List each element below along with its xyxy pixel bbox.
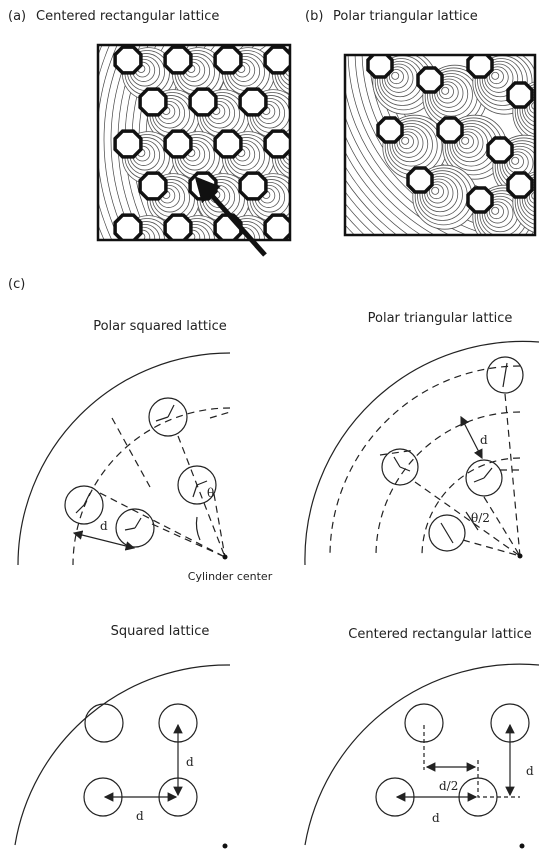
- texture: [305, 98, 335, 128]
- dimension-label: d/2: [439, 779, 458, 793]
- texture: [511, 156, 520, 165]
- texture: [312, 107, 319, 114]
- texture: [406, 166, 434, 194]
- panel-title: Centered rectangular lattice: [36, 9, 219, 24]
- texture: [431, 186, 440, 195]
- diagram-title: Polar squared lattice: [93, 319, 227, 334]
- polar-triangular-diagram: [304, 340, 539, 566]
- panel-label: (c): [8, 277, 25, 292]
- texture: [188, 87, 218, 117]
- texture: [213, 129, 243, 159]
- texture: [376, 116, 404, 144]
- texture: [263, 213, 290, 240]
- texture: [302, 95, 339, 132]
- angle-label: θ: [207, 486, 214, 500]
- texture: [315, 215, 341, 241]
- texture: [310, 188, 325, 203]
- dimension-label: d: [100, 519, 108, 533]
- texture: [138, 171, 168, 201]
- texture: [263, 129, 290, 159]
- texture: [312, 191, 319, 198]
- centered-rectangular-diagram: [304, 663, 539, 849]
- texture: [300, 177, 345, 222]
- texture: [491, 206, 500, 215]
- texture: [297, 174, 349, 226]
- texture: [401, 136, 410, 145]
- texture: [138, 87, 168, 117]
- texture: [288, 178, 290, 194]
- texture: [163, 45, 193, 75]
- diagram-title: Squared lattice: [111, 624, 210, 639]
- texture: [297, 90, 349, 142]
- annotation: Cylinder center: [188, 570, 273, 583]
- texture: [366, 55, 394, 79]
- texture: [416, 66, 444, 94]
- texture: [506, 171, 534, 199]
- panel-label: (a): [8, 9, 26, 24]
- texture: [213, 45, 243, 75]
- texture: [315, 47, 341, 73]
- texture: [391, 71, 400, 80]
- texture: [113, 45, 143, 75]
- texture: [238, 87, 268, 117]
- simulation-image-b: [345, 55, 535, 235]
- texture: [263, 45, 290, 75]
- texture: [300, 93, 345, 138]
- texture: [288, 94, 290, 110]
- texture: [307, 101, 329, 123]
- dimension-label: d: [480, 433, 488, 447]
- texture: [103, 45, 128, 240]
- panel-label: (b): [305, 9, 323, 24]
- angle-label: θ/2: [471, 511, 490, 525]
- texture: [113, 213, 143, 240]
- polar-squared-diagram: [17, 352, 231, 566]
- panel-title: Polar triangular lattice: [333, 9, 478, 24]
- dimension-label: d: [526, 764, 534, 778]
- texture: [163, 213, 193, 240]
- dimension-label: d: [136, 809, 144, 823]
- texture: [110, 45, 136, 240]
- texture: [302, 179, 339, 216]
- texture: [441, 86, 450, 95]
- texture: [491, 71, 500, 80]
- texture: [163, 129, 193, 159]
- arrow: [194, 176, 267, 257]
- texture: [466, 186, 494, 214]
- dimension-label: d: [432, 811, 440, 825]
- texture: [113, 129, 143, 159]
- image-frame: [96, 43, 292, 242]
- texture: [315, 131, 341, 157]
- texture: [486, 136, 514, 164]
- image-frame: [343, 53, 537, 237]
- texture: [305, 182, 335, 212]
- diagram-title: Polar triangular lattice: [368, 311, 513, 326]
- texture: [466, 55, 494, 79]
- texture: [461, 136, 470, 145]
- texture: [506, 81, 534, 109]
- texture: [436, 116, 464, 144]
- dimension-label: d: [186, 755, 194, 769]
- texture: [310, 104, 325, 119]
- diagram-title: Centered rectangular lattice: [348, 627, 531, 642]
- texture: [238, 171, 268, 201]
- texture: [213, 213, 243, 240]
- texture: [307, 185, 329, 207]
- squared-diagram: [14, 664, 231, 849]
